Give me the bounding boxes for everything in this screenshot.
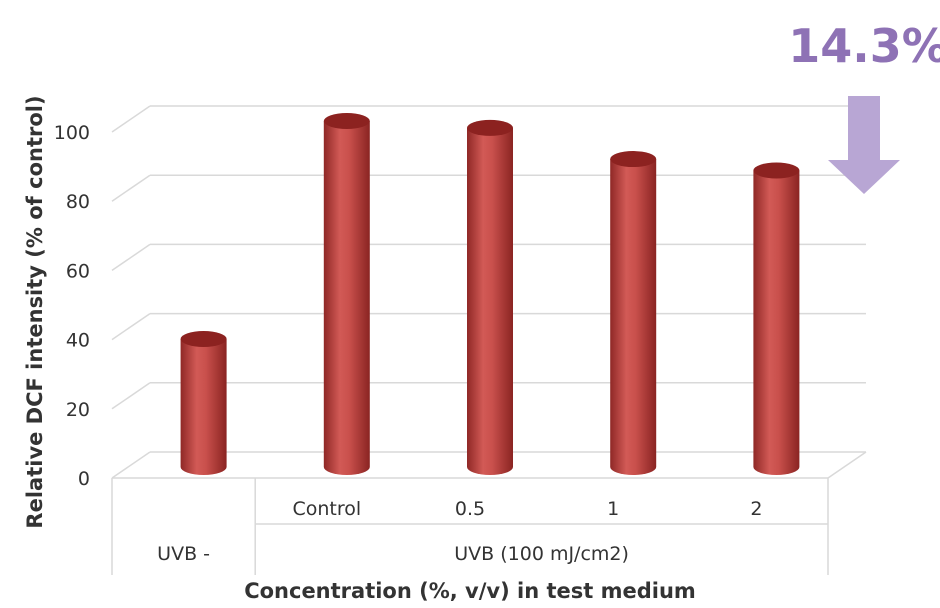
bar-top [753, 162, 800, 179]
y-tick-label: 80 [66, 191, 90, 213]
y-tick-label: 40 [66, 330, 90, 352]
bar [323, 113, 370, 475]
bar-body [753, 170, 800, 475]
x-category-label: 2 [750, 498, 762, 520]
y-tick-label: 60 [66, 260, 90, 282]
y-tick-labels: 0 20 40 60 80 100 [54, 122, 90, 490]
bar-top [323, 113, 370, 129]
bar-body [323, 121, 370, 475]
gridline-diagonal [111, 105, 151, 133]
x-category-label: 1 [607, 498, 619, 520]
y-tick-label: 100 [54, 122, 90, 144]
bar [467, 119, 513, 476]
y-axis-title: Relative DCF intensity (% of control) [23, 95, 47, 528]
bar-top [467, 119, 513, 136]
x-category-label: 0.5 [455, 498, 485, 520]
x-group-label: UVB (100 mJ/cm2) [454, 543, 629, 565]
x-category-labels: Control 0.5 1 2 UVB - UVB (100 mJ/cm2) [157, 498, 762, 565]
bar-top [610, 151, 657, 168]
bars [180, 113, 800, 476]
bar-body [610, 159, 657, 475]
bar-top [180, 330, 227, 347]
gridline-diagonal [111, 312, 151, 341]
gridline-diagonal [111, 174, 151, 202]
y-tick-label: 20 [66, 399, 90, 421]
down-arrow-icon [828, 96, 900, 194]
x-axis-title: Concentration (%, v/v) in test medium [244, 579, 696, 603]
bar [753, 162, 800, 475]
category-axis [111, 477, 829, 575]
floor-edge [827, 451, 867, 479]
y-tick-label: 0 [78, 468, 90, 490]
annotation-label: 14.3% [788, 19, 940, 73]
bar-body [180, 338, 227, 475]
gridline-diagonal [111, 243, 151, 272]
x-category-label: Control [292, 498, 361, 520]
bar [180, 330, 227, 475]
gridline-diagonal [111, 451, 151, 479]
bar [610, 151, 657, 475]
x-group-label: UVB - [157, 543, 210, 565]
bar-body [467, 127, 513, 476]
gridline-diagonal [111, 382, 151, 410]
